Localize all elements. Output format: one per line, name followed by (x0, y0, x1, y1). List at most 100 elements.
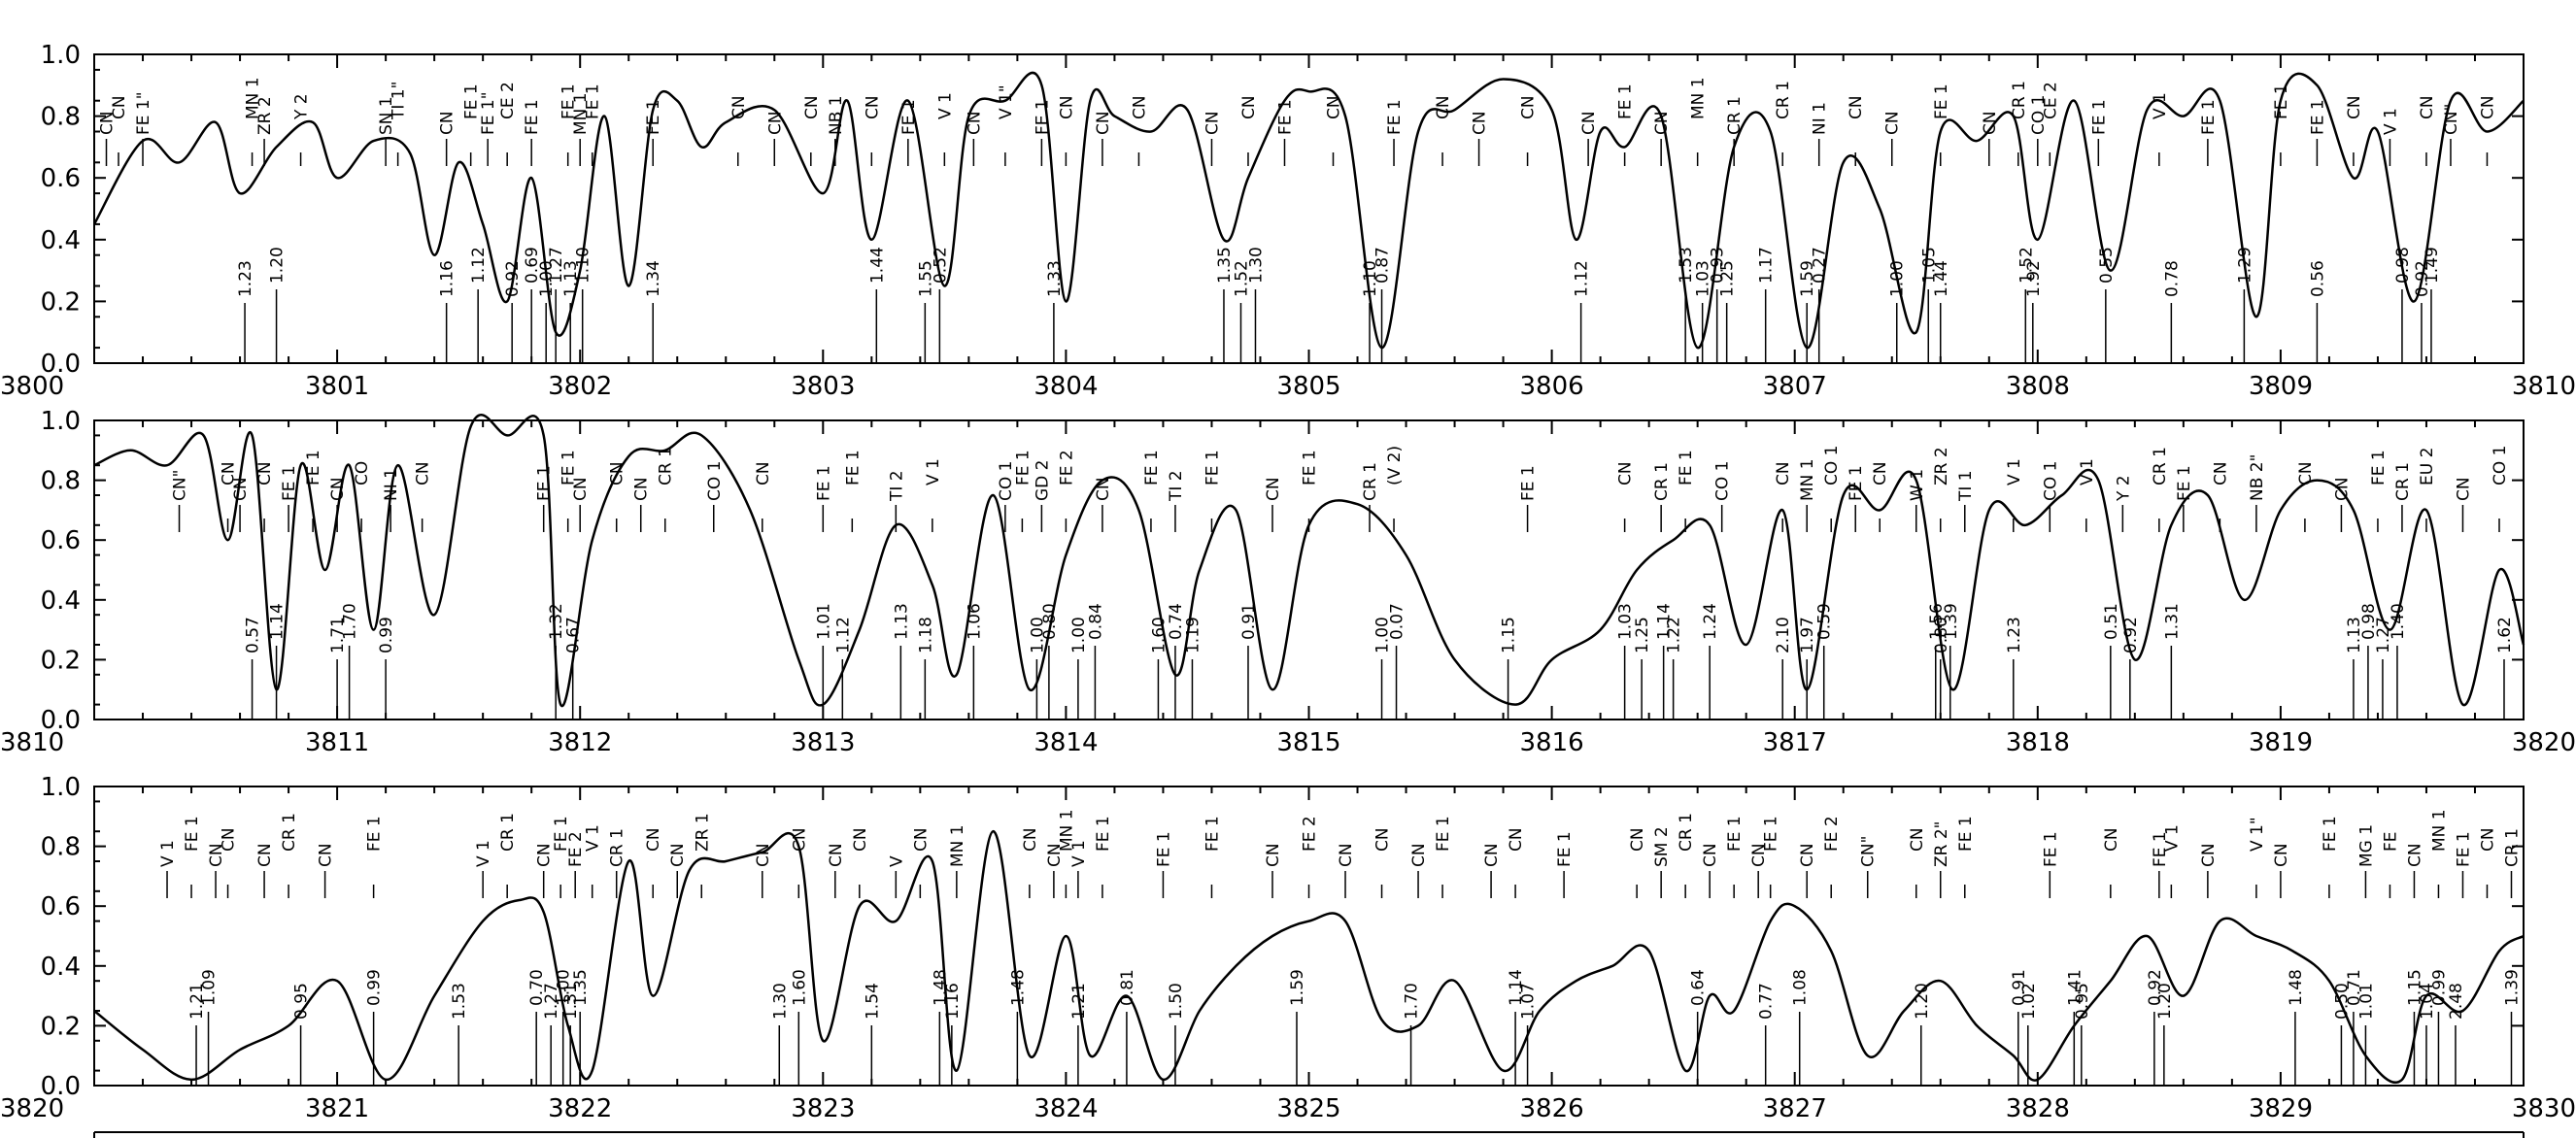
line-id-label: V (887, 855, 906, 867)
line-id-label: FE 1 (2454, 831, 2473, 867)
line-id-label: FE 1 (1956, 816, 1976, 852)
line-id-label: CN (1130, 95, 1149, 119)
line-id-label: TI 1 (1956, 470, 1976, 502)
line-id-label: CN (2478, 827, 2497, 852)
eqw-label: 1.06 (965, 603, 984, 640)
x-tick-label: 3823 (791, 1094, 855, 1123)
eqw-label: 0.27 (1811, 247, 1830, 284)
eqw-label: 0.69 (523, 247, 542, 284)
eqw-label: 1.01 (2356, 983, 2376, 1020)
spectrum-line (93, 829, 2525, 1084)
x-tick-label: 3828 (2006, 1094, 2070, 1123)
line-id-label: CN (1094, 477, 1113, 501)
eqw-label: 1.12 (469, 247, 489, 284)
line-id-label: CN (207, 843, 226, 867)
y-tick-label: 0.6 (41, 164, 81, 193)
eqw-label: 1.00 (1069, 617, 1089, 653)
y-tick-label: 0.4 (41, 953, 81, 982)
line-id-label: V 1 (1069, 840, 1089, 867)
eqw-label: 1.56 (1927, 603, 1947, 640)
line-id-label: FE 1 (535, 465, 555, 501)
line-id-label: FE 1 (1555, 831, 1575, 867)
eqw-label: 0.98 (2393, 247, 2413, 284)
eqw-label: 1.39 (1942, 603, 1961, 640)
line-id-label: CR 1 (2151, 447, 2170, 485)
line-id-label: CN (2199, 843, 2219, 867)
eqw-label: 1.05 (1919, 247, 1939, 284)
x-tick-label: 3813 (791, 728, 855, 757)
line-id-label: V 1" (997, 84, 1016, 119)
eqw-label: 0.92 (503, 260, 523, 297)
line-id-label: FE 1 (1519, 465, 1539, 501)
eqw-label: 1.62 (2495, 617, 2515, 653)
x-tick-label: 3816 (1520, 728, 1584, 757)
eqw-label: 1.00 (1373, 617, 1393, 653)
y-tick-label: 0.2 (41, 287, 81, 317)
line-id-label: V 1 (935, 92, 955, 119)
eqw-label: 1.49 (2423, 247, 2442, 284)
eqw-label: 0.92 (2413, 260, 2432, 297)
line-id-label: CN (255, 843, 275, 867)
eqw-label: 1.52 (2017, 247, 2036, 284)
x-tick-label: 3830 (2512, 1094, 2576, 1123)
x-tick-label: 3826 (1520, 1094, 1584, 1123)
eqw-label: 1.53 (1677, 247, 1696, 284)
line-id-label: FE 1 (899, 99, 919, 135)
eqw-label: 1.59 (1798, 260, 1817, 297)
line-id-label: FE 1 (523, 99, 542, 135)
eqw-label: 1.71 (328, 617, 348, 653)
line-id-label: CN (1482, 843, 1502, 867)
eqw-label: 2.48 (2447, 983, 2466, 1020)
eqw-label: 0.55 (2097, 247, 2117, 284)
line-id-label: CO 1 (705, 461, 725, 501)
line-id-label: CR 1 (657, 447, 676, 485)
line-id-label: EU 2 (2418, 448, 2437, 485)
line-id-label: CN (535, 843, 555, 867)
line-id-label: CN (1847, 95, 1866, 119)
line-id-label: FE 1 (1762, 816, 1781, 852)
line-id-label: (V 2) (1385, 446, 1405, 485)
eqw-label: 1.27 (547, 247, 566, 284)
line-id-label: CO 1 (2029, 95, 2049, 135)
line-id-label: CN (1871, 461, 1890, 485)
y-tick-label: 0.6 (41, 526, 81, 555)
eqw-label: 0.93 (1709, 247, 1728, 284)
eqw-label: 1.44 (1932, 260, 1951, 297)
line-id-label: CN (220, 827, 239, 852)
eqw-label: 1.20 (268, 247, 288, 284)
y-tick-label: 0.0 (41, 1072, 81, 1101)
line-id-label: CN (1373, 827, 1393, 852)
line-id-label: V 1 (2078, 458, 2097, 485)
line-id-label: CN (1264, 843, 1283, 867)
x-tick-label: 3806 (1520, 372, 1584, 401)
line-id-label: CN (863, 95, 882, 119)
x-tick-label: 3810 (2512, 372, 2576, 401)
x-tick-label: 3824 (1034, 1094, 1098, 1123)
line-id-label: FE 1 (2199, 99, 2219, 135)
line-id-label: V 1 (474, 840, 493, 867)
line-id-label: FE 1 (2308, 99, 2327, 135)
line-id-label: CN (2102, 827, 2121, 852)
x-tick-label: 3827 (1763, 1094, 1827, 1123)
eqw-label: 1.09 (200, 969, 220, 1006)
line-id-label: FE 1 (1203, 816, 1222, 852)
line-id-label: ZR 2 (255, 96, 275, 135)
eqw-label: 1.27 (542, 983, 561, 1020)
eqw-label: 0.07 (1388, 603, 1407, 640)
line-id-label: CO 1 (2041, 461, 2060, 501)
line-id-label: FE 1 (584, 84, 603, 119)
line-id-label: TI 1" (390, 82, 409, 120)
line-id-label: CN" (171, 470, 190, 501)
x-tick-label: 3802 (548, 372, 612, 401)
line-id-label: FE 1 (1677, 450, 1696, 485)
eqw-label: 1.60 (790, 969, 809, 1006)
eqw-label: 1.19 (1183, 617, 1203, 653)
line-id-label: CN (1264, 477, 1283, 501)
line-id-label: Y 2 (2114, 475, 2133, 502)
line-id-label: CR 1 (2502, 828, 2522, 867)
eqw-label: 1.15 (2405, 969, 2424, 1006)
eqw-label: 0.59 (1815, 603, 1835, 640)
line-id-label: CN (2211, 461, 2230, 485)
eqw-label: 1.17 (1757, 247, 1777, 284)
line-id-label: FE 1 (2272, 84, 2291, 119)
